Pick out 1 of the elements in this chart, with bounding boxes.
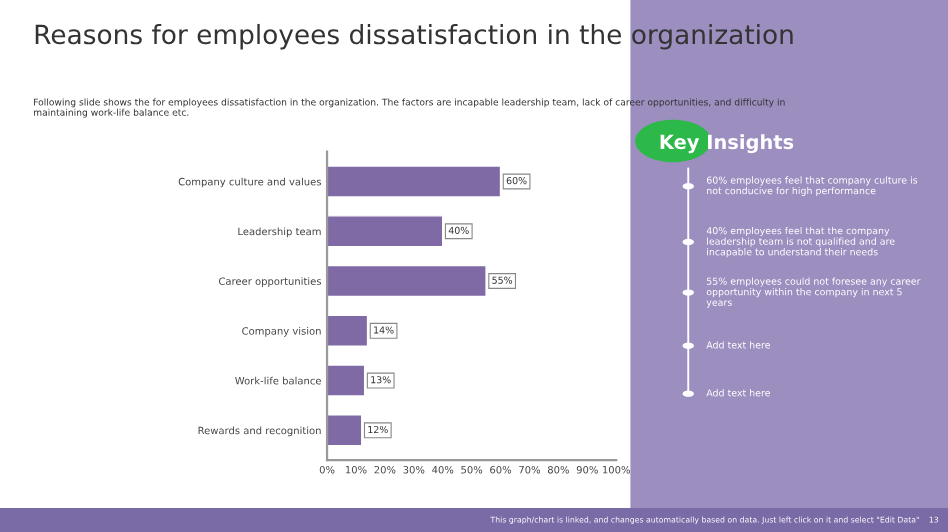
chart-title: Reasons for employees dissatisfaction in the organization xyxy=(35,23,793,50)
